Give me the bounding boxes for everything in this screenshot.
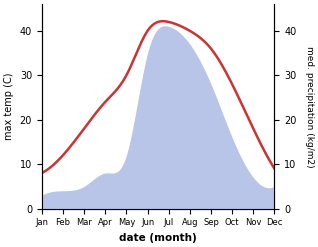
Y-axis label: med. precipitation (kg/m2): med. precipitation (kg/m2) <box>305 45 314 167</box>
X-axis label: date (month): date (month) <box>119 233 197 243</box>
Y-axis label: max temp (C): max temp (C) <box>4 73 14 140</box>
